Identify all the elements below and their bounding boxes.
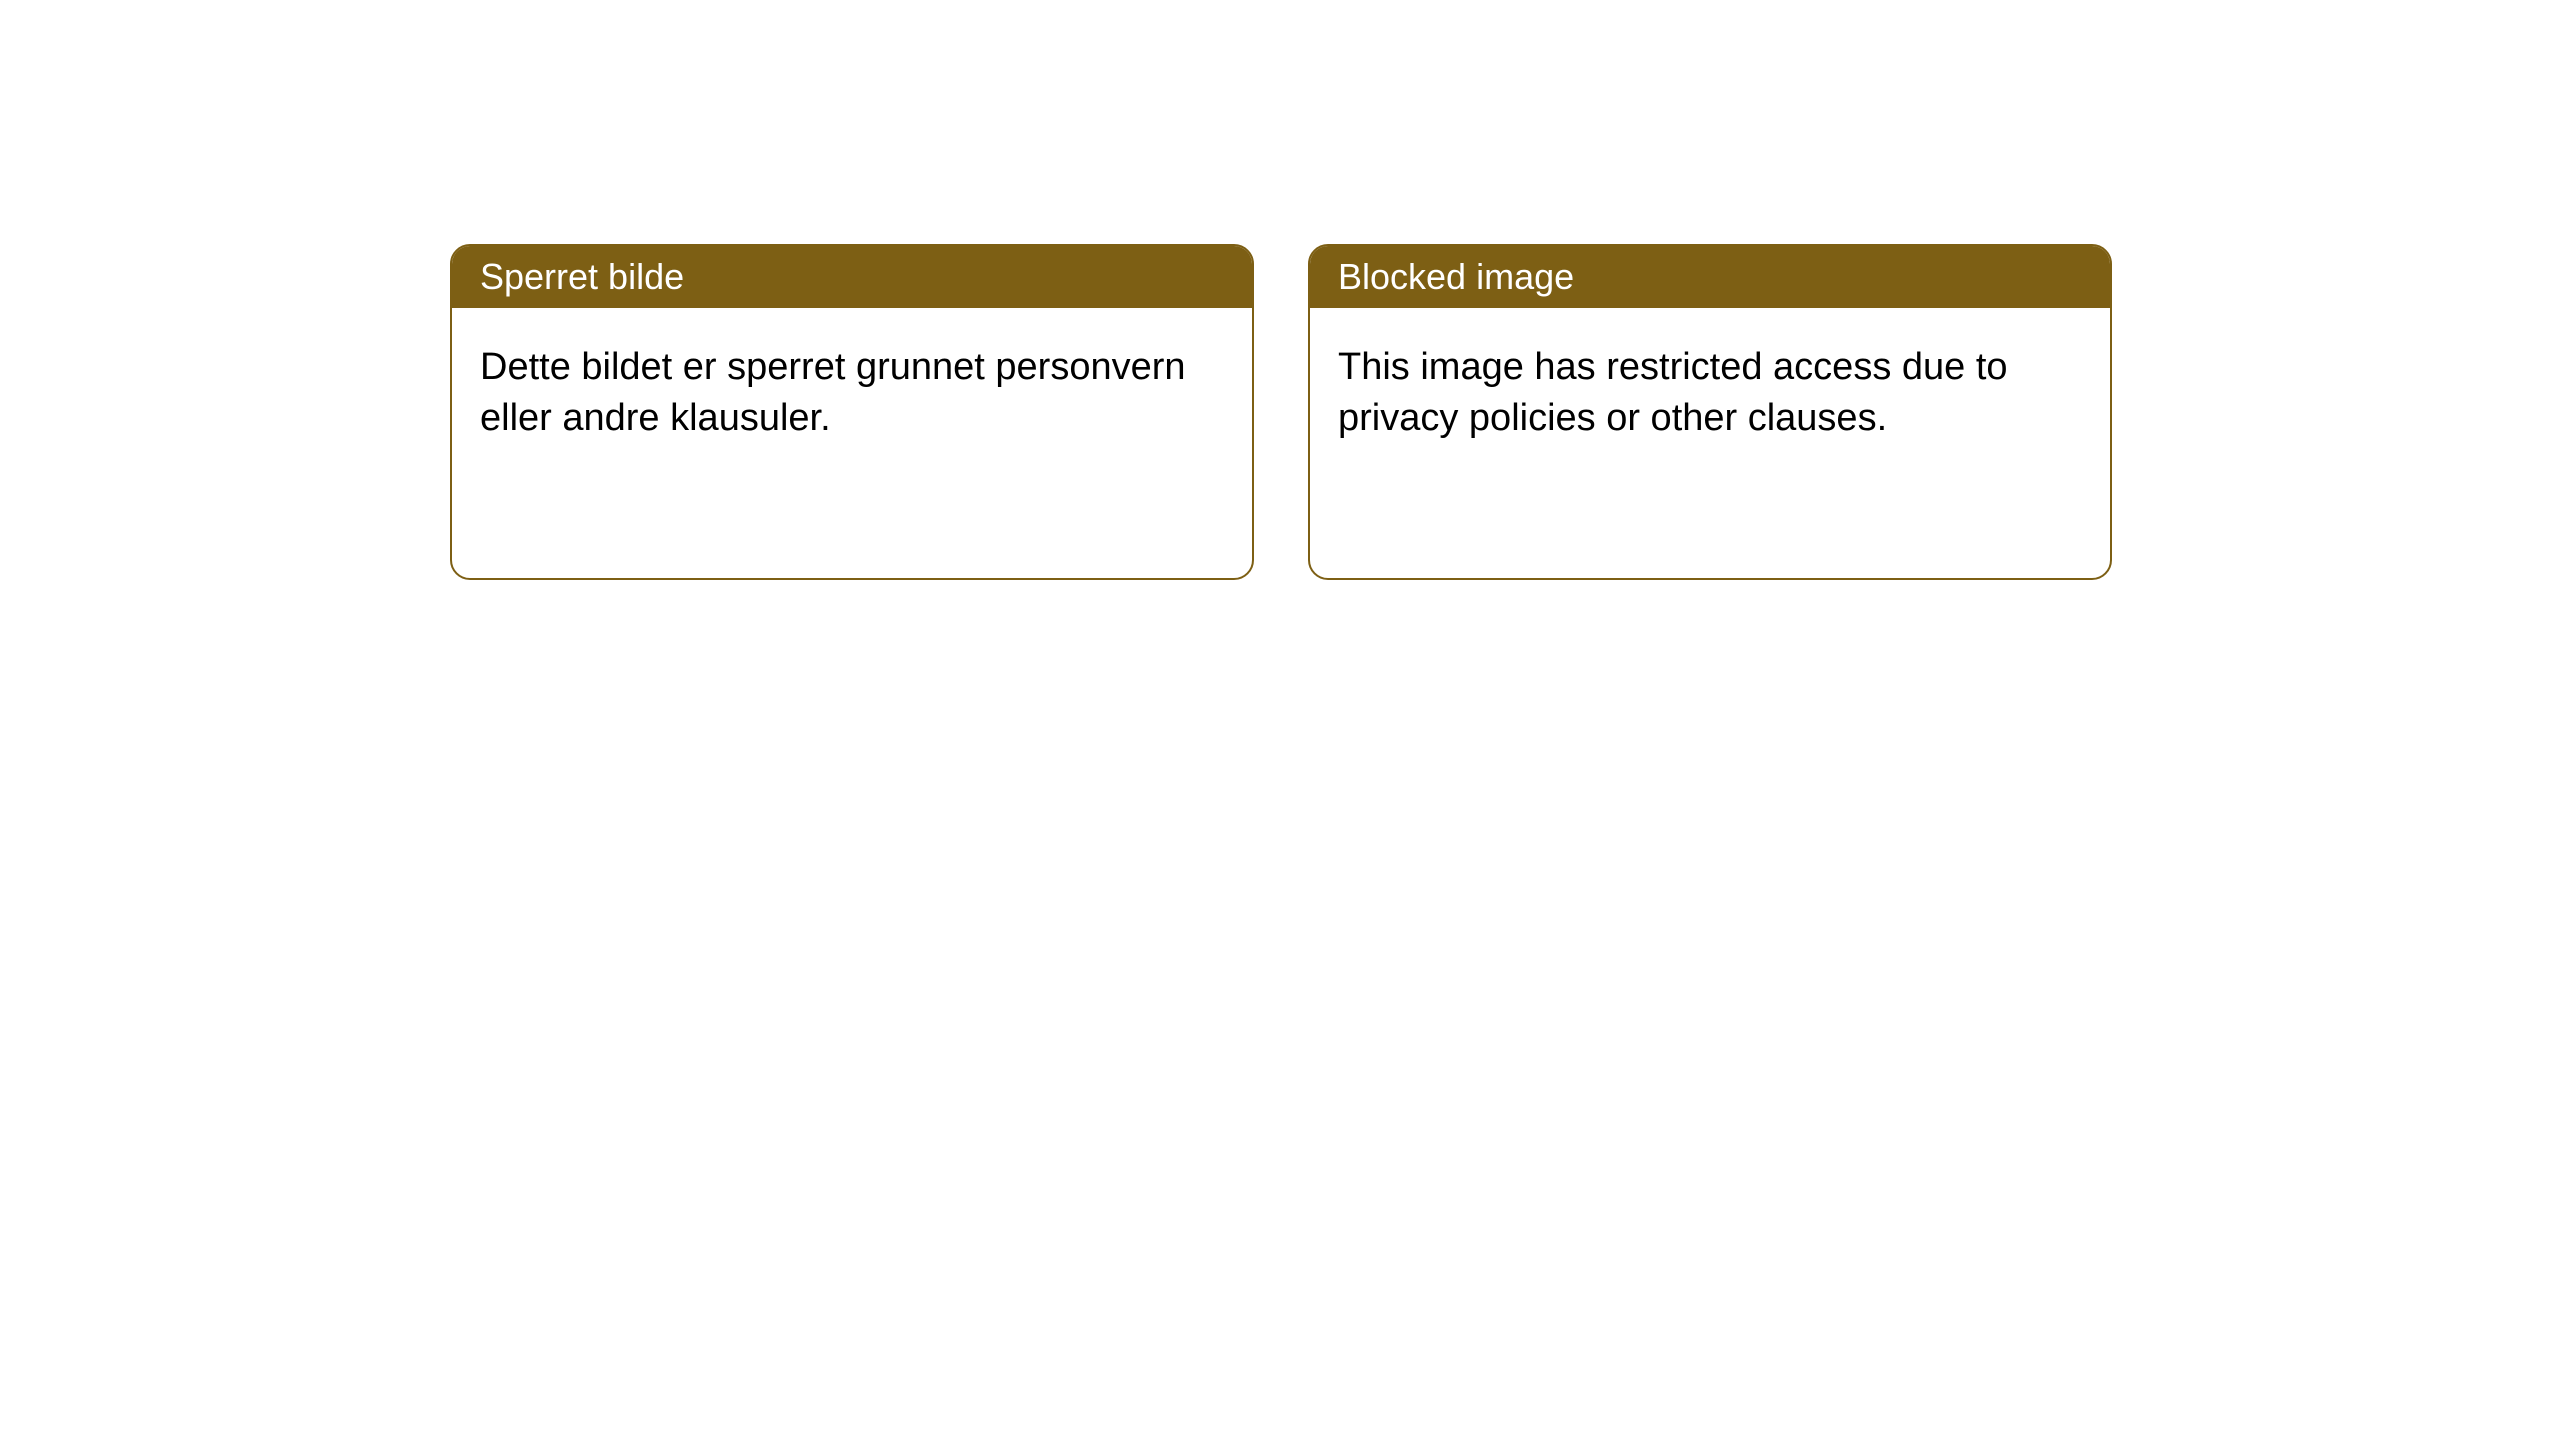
- notice-body: Dette bildet er sperret grunnet personve…: [452, 308, 1252, 479]
- notice-body-text: Dette bildet er sperret grunnet personve…: [480, 346, 1186, 439]
- notice-card-norwegian: Sperret bilde Dette bildet er sperret gr…: [450, 244, 1254, 580]
- notice-header: Sperret bilde: [452, 246, 1252, 308]
- notice-header: Blocked image: [1310, 246, 2110, 308]
- notice-title: Blocked image: [1338, 256, 1574, 297]
- notice-title: Sperret bilde: [480, 256, 684, 297]
- notice-body-text: This image has restricted access due to …: [1338, 346, 2008, 439]
- notice-body: This image has restricted access due to …: [1310, 308, 2110, 479]
- notice-card-english: Blocked image This image has restricted …: [1308, 244, 2112, 580]
- notice-container: Sperret bilde Dette bildet er sperret gr…: [0, 0, 2560, 580]
